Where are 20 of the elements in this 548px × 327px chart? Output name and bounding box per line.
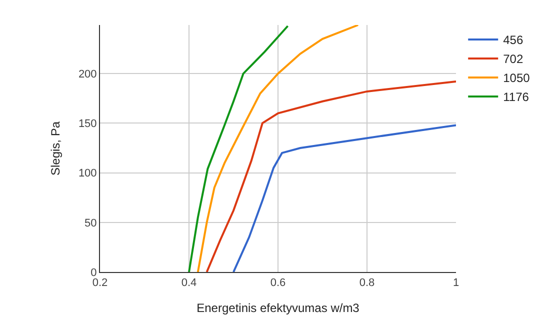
line-series [232, 124, 456, 272]
x-tick-label: 0.8 [359, 277, 375, 290]
x-tick-label: 1 [452, 277, 460, 290]
y-tick-label: 50 [84, 217, 97, 230]
legend-label: 456 [503, 33, 524, 48]
legend-label: 1050 [503, 71, 530, 86]
y-axis-title: Slegis, Pa [48, 121, 63, 176]
line-series [206, 80, 456, 272]
x-tick-label: 0.4 [181, 277, 197, 290]
x-axis-title: Energetinis efektyvumas w/m3 [196, 301, 360, 316]
legend-label: 702 [503, 52, 524, 66]
legend-label: 1176 [503, 90, 530, 104]
x-tick-label: 0.6 [270, 277, 286, 290]
y-tick-label: 150 [78, 118, 97, 130]
x-tick-label: 0.2 [92, 277, 108, 290]
line-series [188, 25, 289, 272]
line-series [196, 25, 360, 272]
y-tick-label: 0 [90, 266, 97, 279]
y-tick-label: 200 [78, 68, 97, 80]
y-tick-label: 100 [78, 168, 97, 180]
